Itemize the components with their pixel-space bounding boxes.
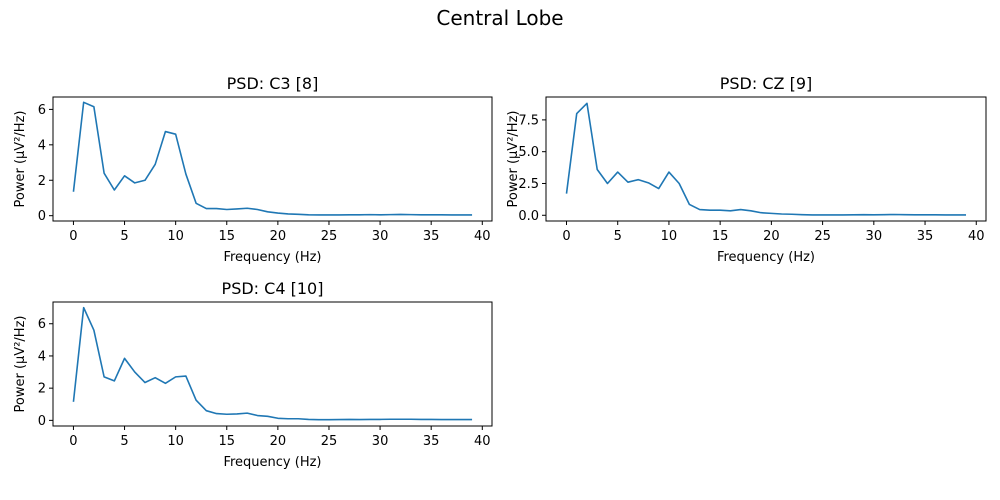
x-tick-label: 5	[120, 229, 128, 244]
x-tick-label: 30	[372, 229, 389, 244]
series-line	[565, 102, 967, 216]
y-axis-label: Power (μV²/Hz)	[13, 111, 28, 208]
axes-frame	[52, 96, 493, 222]
x-tick-label: 15	[218, 229, 235, 244]
x-tick-label: 30	[372, 434, 389, 449]
y-tick-label: 4	[38, 349, 46, 364]
axes-frame	[545, 96, 987, 222]
x-axis-label: Frequency (Hz)	[223, 250, 321, 265]
x-tick-label: 35	[917, 229, 934, 244]
series-line	[72, 306, 473, 421]
x-tick-label: 25	[321, 434, 338, 449]
axes-frame	[52, 301, 493, 427]
y-tick-label: 4	[38, 138, 46, 153]
x-tick-label: 30	[866, 229, 883, 244]
figure-title: Central Lobe	[436, 6, 563, 30]
x-tick-label: 15	[218, 434, 235, 449]
x-tick-label: 25	[321, 229, 338, 244]
subplot-title: PSD: C3 [8]	[227, 74, 319, 93]
x-tick-label: 20	[763, 229, 780, 244]
x-axis-label: Frequency (Hz)	[223, 455, 321, 470]
subplot-1: PSD: C3 [8] 0 5 10 15 20 25 30 35 40 0 2 4 6 Frequency…	[13, 74, 493, 265]
x-tick-label: 0	[562, 229, 570, 244]
y-axis-label: Power (μV²/Hz)	[506, 111, 521, 208]
x-tick-label: 25	[814, 229, 831, 244]
y-tick-label: 2	[38, 174, 46, 189]
subplot-3: PSD: C4 [10] 0 5 10 15 20 25 30 35 40 0 2 4 6 Frequenc…	[13, 279, 493, 470]
y-axis-label: Power (μV²/Hz)	[13, 316, 28, 413]
y-tick-label: 0.0	[518, 209, 539, 224]
subplot-title: PSD: C4 [10]	[222, 279, 324, 298]
y-tick-label: 6	[38, 103, 46, 118]
x-tick-label: 35	[423, 434, 440, 449]
y-tick-label: 0	[38, 209, 46, 224]
x-axis-label: Frequency (Hz)	[717, 250, 815, 265]
x-tick-label: 40	[968, 229, 985, 244]
x-tick-label: 10	[661, 229, 678, 244]
subplot-2: PSD: CZ [9] 0 5 10 15 20 25 30 35 40 0.0 2.5 5.0 7.5 F…	[506, 74, 987, 265]
y-tick-label: 6	[38, 317, 46, 332]
x-tick-label: 35	[423, 229, 440, 244]
x-tick-label: 15	[712, 229, 729, 244]
y-tick-label: 0	[38, 414, 46, 429]
x-tick-label: 0	[69, 229, 77, 244]
y-tick-label: 2	[38, 382, 46, 397]
x-tick-label: 40	[474, 229, 491, 244]
x-tick-label: 5	[614, 229, 622, 244]
y-tick-label: 5.0	[518, 145, 539, 160]
x-tick-label: 10	[167, 229, 184, 244]
series-line	[72, 101, 473, 216]
subplot-title: PSD: CZ [9]	[720, 74, 812, 93]
x-tick-label: 20	[270, 434, 287, 449]
x-tick-label: 0	[69, 434, 77, 449]
x-tick-label: 5	[120, 434, 128, 449]
subplots: PSD: C3 [8]0 5 10 15 20 25 30 35 400246Frequency…	[13, 74, 987, 470]
x-tick-label: 40	[474, 434, 491, 449]
y-tick-label: 2.5	[518, 177, 539, 192]
y-tick-label: 7.5	[518, 113, 539, 128]
x-tick-label: 20	[270, 229, 287, 244]
x-tick-label: 10	[167, 434, 184, 449]
